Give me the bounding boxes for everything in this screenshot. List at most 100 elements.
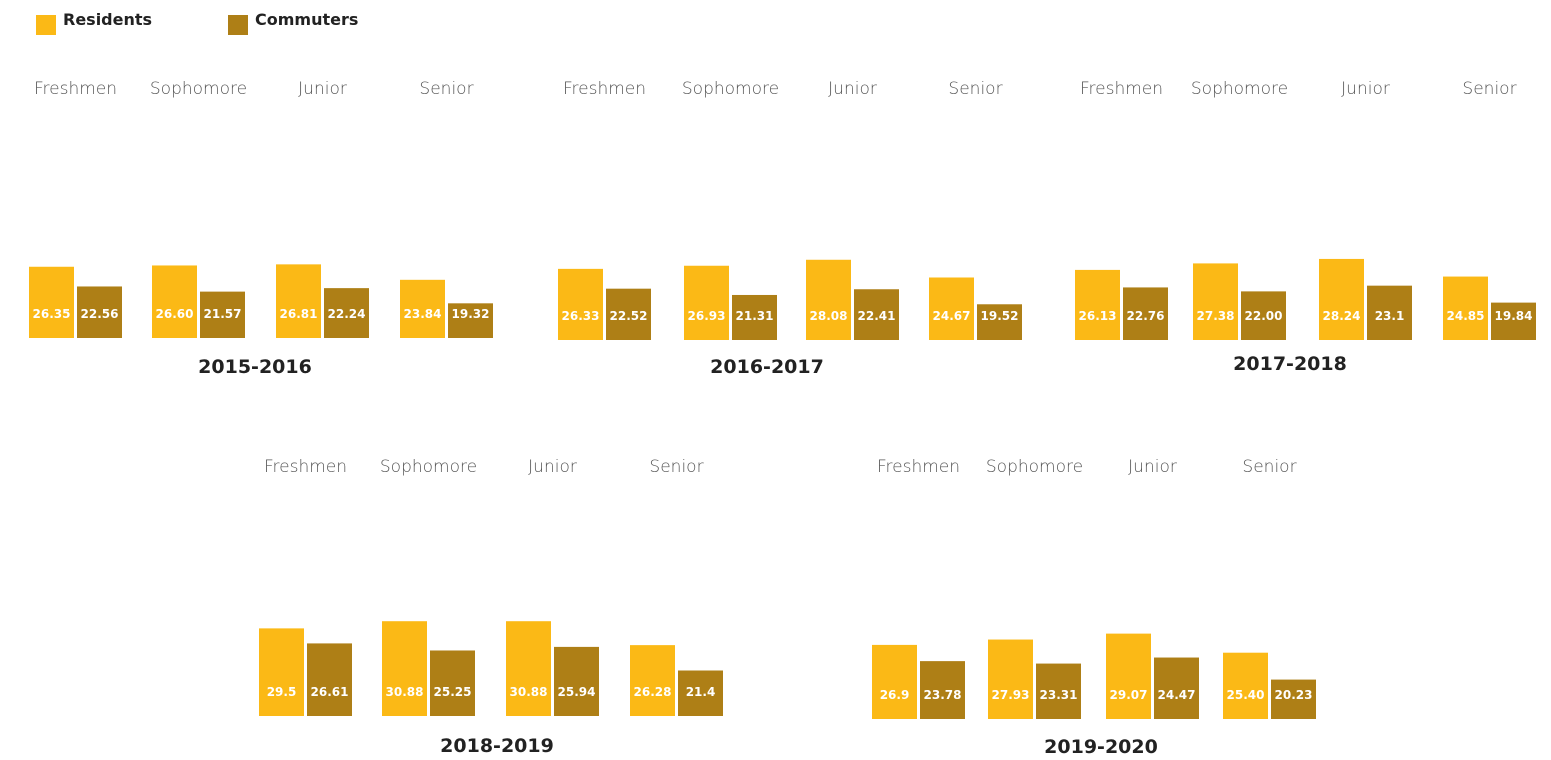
bar-commuters-sophomore: [732, 294, 777, 340]
category-label-junior: Junior: [828, 79, 877, 99]
bar-residents-senior: [1443, 276, 1488, 340]
data-label-residents-freshmen: 26.35: [33, 307, 71, 321]
category-label-senior: Senior: [1242, 457, 1296, 477]
data-label-commuters-sophomore: 21.31: [736, 309, 774, 323]
chart-title: 2015-2016: [198, 356, 312, 378]
chart-2017-2018: Freshmen 26.13 22.76 Sophomore 27.38 22.00 Jun…: [1075, 79, 1536, 375]
bar-commuters-sophomore: [200, 291, 245, 338]
data-label-commuters-freshmen: 22.76: [1127, 309, 1165, 323]
data-label-commuters-junior: 22.24: [328, 307, 366, 321]
data-label-commuters-freshmen: 22.56: [81, 307, 119, 321]
category-label-junior: Junior: [298, 79, 347, 99]
data-label-commuters-senior: 20.23: [1275, 688, 1313, 702]
chart-2015-2016: Freshmen 26.35 22.56 Sophomore 26.60 21.57 Jun…: [29, 79, 493, 378]
data-label-residents-freshmen: 26.33: [562, 309, 600, 323]
bar-residents-junior: [506, 621, 551, 716]
category-label-freshmen: Freshmen: [563, 79, 646, 99]
bar-residents-freshmen: [29, 266, 74, 338]
category-label-sophomore: Sophomore: [986, 457, 1083, 477]
bar-residents-senior: [630, 645, 675, 716]
bar-commuters-sophomore: [1036, 663, 1081, 719]
category-label-senior: Senior: [1462, 79, 1516, 99]
data-label-commuters-freshmen: 22.52: [610, 309, 648, 323]
bar-commuters-junior: [554, 646, 599, 716]
bar-residents-senior: [929, 277, 974, 340]
bar-commuters-junior: [1154, 657, 1199, 719]
category-label-junior: Junior: [1341, 79, 1390, 99]
data-label-commuters-senior: 19.52: [981, 309, 1019, 323]
category-label-senior: Senior: [649, 457, 703, 477]
category-label-sophomore: Sophomore: [682, 79, 779, 99]
bar-residents-junior: [806, 259, 851, 340]
data-label-commuters-senior: 19.32: [452, 307, 490, 321]
bar-commuters-freshmen: [307, 643, 352, 716]
data-label-residents-senior: 23.84: [404, 307, 442, 321]
category-label-junior: Junior: [528, 457, 577, 477]
data-label-commuters-sophomore: 23.31: [1040, 688, 1078, 702]
data-label-commuters-sophomore: 22.00: [1245, 309, 1283, 323]
category-label-freshmen: Freshmen: [1080, 79, 1163, 99]
residents-legend-label: Residents: [63, 10, 153, 29]
category-label-freshmen: Freshmen: [34, 79, 117, 99]
data-label-residents-sophomore: 27.38: [1197, 309, 1235, 323]
data-label-residents-senior: 25.40: [1227, 688, 1265, 702]
data-label-residents-senior: 24.85: [1447, 309, 1485, 323]
data-label-commuters-junior: 24.47: [1158, 688, 1196, 702]
data-label-commuters-junior: 23.1: [1375, 309, 1405, 323]
bar-commuters-senior: [448, 303, 493, 338]
data-label-residents-senior: 26.28: [634, 685, 672, 699]
bar-residents-senior: [1223, 652, 1268, 719]
bar-residents-freshmen: [558, 268, 603, 340]
residents-swatch: [36, 15, 56, 35]
data-label-residents-freshmen: 26.9: [880, 688, 910, 702]
bar-residents-sophomore: [382, 621, 427, 716]
bar-commuters-freshmen: [920, 661, 965, 719]
bar-residents-senior: [400, 279, 445, 338]
bar-residents-freshmen: [1075, 269, 1120, 340]
category-label-sophomore: Sophomore: [380, 457, 477, 477]
chart-2016-2017: Freshmen 26.33 22.52 Sophomore 26.93 21.31 Jun…: [558, 79, 1022, 378]
bar-commuters-sophomore: [430, 650, 475, 716]
data-label-residents-junior: 29.07: [1110, 688, 1148, 702]
bar-commuters-freshmen: [77, 286, 122, 338]
bar-residents-freshmen: [872, 644, 917, 719]
bar-commuters-junior: [1367, 285, 1412, 340]
bar-residents-freshmen: [259, 628, 304, 716]
data-label-residents-junior: 28.24: [1323, 309, 1361, 323]
bar-commuters-freshmen: [606, 288, 651, 340]
chart-title: 2016-2017: [710, 356, 824, 378]
category-label-sophomore: Sophomore: [1191, 79, 1288, 99]
data-label-residents-junior: 30.88: [510, 685, 548, 699]
chart-2019-2020: Freshmen 26.9 23.78 Sophomore 27.93 23.31 Juni…: [872, 457, 1316, 758]
category-label-senior: Senior: [419, 79, 473, 99]
bar-residents-sophomore: [152, 265, 197, 338]
bar-commuters-sophomore: [1241, 291, 1286, 340]
data-label-commuters-senior: 19.84: [1495, 309, 1533, 323]
data-label-commuters-senior: 21.4: [686, 685, 716, 699]
data-label-residents-junior: 28.08: [810, 309, 848, 323]
commuters-legend-label: Commuters: [255, 10, 359, 29]
bar-residents-sophomore: [988, 639, 1033, 719]
bar-commuters-senior: [1491, 302, 1536, 340]
chart-title: 2017-2018: [1233, 353, 1347, 375]
category-label-senior: Senior: [948, 79, 1002, 99]
commuters-swatch: [228, 15, 248, 35]
data-label-residents-senior: 24.67: [933, 309, 971, 323]
data-label-commuters-freshmen: 23.78: [924, 688, 962, 702]
data-label-commuters-sophomore: 25.25: [434, 685, 472, 699]
chart-2018-2019: Freshmen 29.5 26.61 Sophomore 30.88 25.25 Juni…: [259, 457, 723, 757]
data-label-commuters-sophomore: 21.57: [204, 307, 242, 321]
category-label-sophomore: Sophomore: [150, 79, 247, 99]
data-label-residents-freshmen: 26.13: [1079, 309, 1117, 323]
bar-commuters-senior: [678, 670, 723, 716]
data-label-residents-junior: 26.81: [280, 307, 318, 321]
category-label-junior: Junior: [1128, 457, 1177, 477]
bar-commuters-freshmen: [1123, 287, 1168, 340]
data-label-residents-sophomore: 26.93: [688, 309, 726, 323]
bar-residents-junior: [1319, 258, 1364, 340]
bar-residents-sophomore: [1193, 263, 1238, 340]
chart-title: 2019-2020: [1044, 736, 1158, 758]
data-label-residents-freshmen: 29.5: [267, 685, 297, 699]
data-label-residents-sophomore: 26.60: [156, 307, 194, 321]
bar-residents-junior: [1106, 633, 1151, 719]
